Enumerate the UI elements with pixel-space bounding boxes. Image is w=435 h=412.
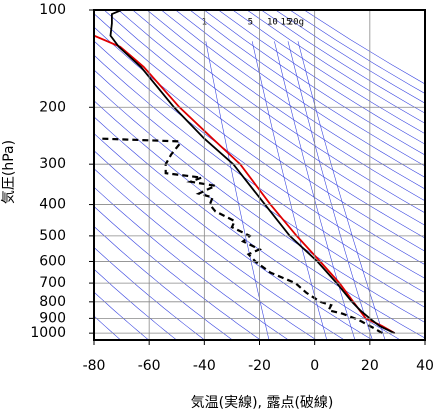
mixing-ratio-label: 10 [267,18,278,28]
mixing-ratio-label: 5 [248,18,253,28]
dry-adiabat [275,10,425,104]
dry-adiabat [94,100,425,339]
dry-adiabat [94,133,373,340]
mixing-ratio-line [274,41,356,340]
profile-line [94,34,396,334]
y-tick-label: 800 [39,294,66,310]
dry-adiabat [232,10,425,135]
dry-adiabat [94,26,425,265]
dry-adiabat [118,10,425,226]
dry-adiabat [94,268,177,340]
dry-adiabat [94,150,345,340]
y-tick-label: 500 [39,228,66,244]
dry-adiabat [146,10,425,202]
dry-adiabat [94,246,205,340]
dry-adiabat [289,10,425,94]
dry-adiabat [175,10,425,178]
plot-area [94,10,425,340]
dry-adiabat [218,10,425,145]
mixing-ratio-line [251,41,328,340]
plot-frame [93,9,426,341]
dry-adiabat [261,10,425,114]
dry-adiabat [94,54,425,294]
y-tick-label: 200 [39,99,66,115]
dry-adiabat [94,315,121,340]
y-tick-label: 1000 [30,325,66,341]
dry-adiabat [204,10,425,156]
x-tick-label: -60 [138,358,161,374]
dry-adiabat [103,10,425,239]
mixing-ratio-label: 20g [288,18,304,28]
x-tick-label: 20 [361,358,379,374]
x-tick-label: 40 [416,358,434,374]
dry-adiabat [132,10,425,214]
y-tick-label: 700 [39,275,66,291]
dry-adiabat [94,13,425,252]
x-tick-label: -80 [83,358,106,374]
y-tick-label: 300 [39,156,66,172]
profile-line [109,10,396,335]
mixing-ratio-line [297,41,386,340]
dry-adiabat [94,69,425,308]
x-tick-label: -20 [248,358,271,374]
y-axis-title: 気圧(hPa) [1,140,17,204]
x-tick-label: 0 [310,358,319,374]
mixing-ratio-label: 15 [281,18,292,28]
dry-adiabat [94,226,233,340]
dry-adiabat [94,168,317,340]
x-axis-title: 気温(実線), 露点(破線) [191,395,334,411]
y-tick-label: 600 [39,253,66,269]
mixing-ratio-line [287,41,373,340]
dry-adiabat [94,116,401,340]
y-tick-label: 900 [39,310,66,326]
dry-adiabat [189,10,425,167]
y-tick-label: 100 [39,2,66,18]
dry-adiabat [94,186,289,340]
dry-adiabat [94,84,425,323]
dry-adiabat [94,291,149,340]
y-tick-label: 400 [39,197,66,213]
x-tick-label: -40 [193,358,216,374]
dry-adiabat [161,10,425,190]
dry-adiabat [94,205,261,340]
